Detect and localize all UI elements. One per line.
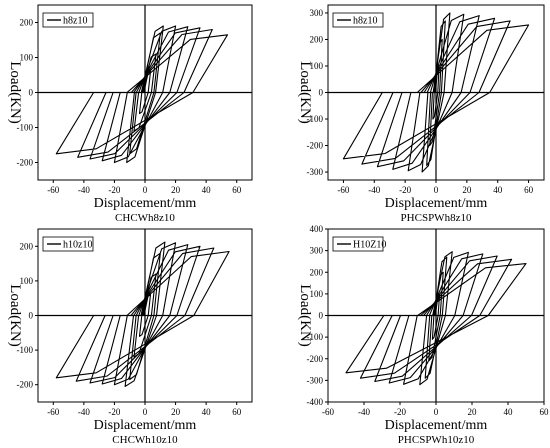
hysteresis-curve-h10z10 (55, 241, 230, 387)
x-tick-label: 40 (202, 185, 212, 195)
y-tick-label: 300 (310, 8, 324, 18)
y-tick-label: 0 (29, 88, 34, 98)
x-tick-label: -60 (322, 407, 334, 417)
y-axis-label: Load(KN) (7, 284, 23, 346)
x-tick-label: -60 (337, 185, 349, 195)
x-tick-label: -40 (368, 185, 380, 195)
x-tick-label: 0 (434, 407, 439, 417)
x-tick-label: 20 (462, 185, 472, 195)
legend-box (332, 12, 384, 28)
x-tick-label: 60 (232, 407, 242, 417)
y-axis-label: Load(KN) (297, 284, 313, 346)
x-tick-label: 20 (468, 407, 478, 417)
y-tick-label: 100 (310, 289, 324, 299)
x-tick-label: 40 (202, 407, 212, 417)
x-tick-label: 40 (504, 407, 514, 417)
x-tick-label: 20 (171, 407, 181, 417)
x-tick-label: 60 (524, 185, 534, 195)
y-tick-label: 100 (20, 53, 34, 63)
y-tick-label: 100 (310, 61, 324, 71)
legend-label: H10Z10 (353, 240, 386, 251)
y-tick-label: 200 (20, 18, 34, 28)
x-tick-label: 60 (540, 407, 550, 417)
x-tick-label: 0 (143, 407, 148, 417)
chart-panel-1: -60 -40 -20 0 20 40 60-200-1000100200Displacem… (7, 4, 253, 224)
x-tick-label: -20 (108, 407, 120, 417)
y-tick-label: 100 (20, 276, 34, 286)
hysteresis-curve-h8z10 (55, 25, 229, 164)
panel-caption: CHCWh8z10 (115, 212, 175, 224)
y-tick-label: 400 (310, 224, 324, 234)
y-tick-label: 0 (29, 311, 34, 321)
x-tick-label: -60 (47, 185, 59, 195)
legend-box (42, 236, 94, 252)
x-tick-label: -20 (394, 407, 406, 417)
x-tick-label: -20 (108, 185, 120, 195)
y-tick-label: -100 (17, 123, 34, 133)
legend-box (42, 12, 94, 28)
y-tick-label: -300 (307, 167, 324, 177)
legend-label: h8z10 (63, 16, 87, 27)
x-tick-label: 60 (232, 185, 242, 195)
y-tick-label: -300 (307, 375, 324, 385)
x-tick-label: 40 (493, 185, 503, 195)
legend-label: h10z10 (63, 240, 92, 251)
y-tick-label: -200 (307, 354, 324, 364)
panel-caption: CHCWh10z10 (112, 434, 178, 446)
y-tick-label: 200 (20, 241, 34, 251)
y-tick-label: -200 (17, 380, 34, 390)
chart-panel-4: -60 -40 -20 0 20 40 60-400-300-200-10001002003… (297, 224, 549, 446)
y-tick-label: -400 (307, 397, 324, 407)
y-tick-label: 200 (310, 34, 324, 44)
legend-label: h8z10 (353, 16, 377, 27)
y-tick-label: -100 (307, 332, 324, 342)
x-tick-label: -40 (358, 407, 370, 417)
x-axis-label: Displacement/mm (385, 196, 488, 211)
chart-panel-3: -60 -40 -20 0 20 40 60-200-1000100200Displacem… (7, 228, 253, 446)
y-tick-label: 0 (319, 88, 324, 98)
x-tick-label: -40 (78, 407, 90, 417)
x-tick-label: 0 (434, 185, 439, 195)
y-tick-label: 200 (310, 267, 324, 277)
x-axis-label: Displacement/mm (94, 196, 197, 211)
y-tick-label: -100 (307, 114, 324, 124)
legend-box (332, 236, 384, 252)
y-tick-label: -100 (17, 345, 34, 355)
x-tick-label: 20 (171, 185, 181, 195)
y-tick-label: -200 (307, 141, 324, 151)
x-axis-label: Displacement/mm (385, 418, 488, 433)
x-tick-label: -20 (399, 185, 411, 195)
y-tick-label: 300 (310, 246, 324, 256)
panel-caption: PHCSPWh8z10 (401, 212, 472, 224)
chart-panel-2: -60 -40 -20 0 20 40 60-300-200-1000100200300Di… (297, 4, 545, 224)
x-tick-label: -40 (78, 185, 90, 195)
y-axis-label: Load(KN) (7, 61, 23, 123)
y-tick-label: -200 (17, 158, 34, 168)
y-tick-label: 0 (319, 311, 324, 321)
y-axis-label: Load(KN) (297, 61, 313, 123)
x-tick-label: -60 (47, 407, 59, 417)
panel-caption: PHCSPWh10z10 (398, 434, 475, 446)
x-tick-label: 0 (143, 185, 148, 195)
x-axis-label: Displacement/mm (94, 418, 197, 433)
